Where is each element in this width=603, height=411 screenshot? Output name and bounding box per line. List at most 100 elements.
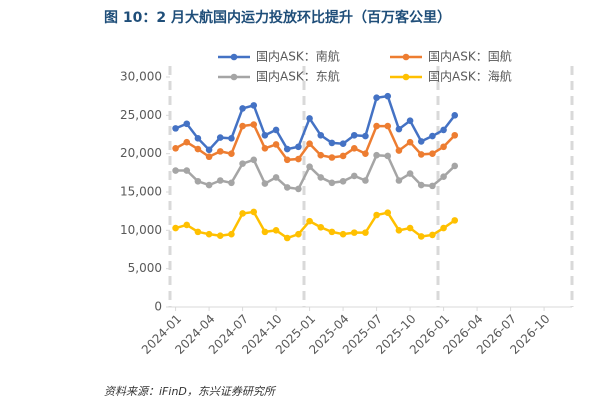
legend-marker [402,73,410,81]
data-point [451,217,459,224]
data-point [295,155,302,163]
data-point [317,174,325,181]
data-point [194,145,202,153]
legend-label: 国内ASK：国航 [428,49,512,64]
data-point [250,208,258,216]
data-point [429,182,436,190]
source-note: 资料来源：iFinD，东兴证券研究所 [104,385,277,398]
data-point [362,177,369,184]
data-point [216,148,224,155]
data-point [306,115,313,122]
data-point [384,92,392,100]
legend-label: 国内ASK：海航 [428,69,512,84]
data-point [328,154,336,161]
data-point [429,150,436,157]
data-point [429,132,436,140]
data-point [295,185,302,193]
data-point [205,230,213,238]
data-point [172,167,179,174]
data-point [261,180,269,187]
data-point [406,117,414,124]
y-tick-label: 0 [154,300,162,314]
data-point [406,170,414,177]
data-point [350,131,358,139]
data-point [205,146,213,154]
data-point [216,232,224,239]
y-tick-label: 25,000 [120,108,162,122]
data-point [406,224,414,232]
data-point [362,229,369,236]
data-point [250,156,258,164]
data-point [429,231,436,239]
data-point [417,233,425,240]
data-point [183,167,191,174]
legend-label: 国内ASK：南航 [256,49,340,64]
data-point [228,230,235,238]
data-point [317,223,325,231]
data-point [283,234,291,242]
data-point [440,224,447,232]
data-point [317,151,325,159]
data-point [451,162,459,170]
data-point [194,228,202,236]
legend-label: 国内ASK：东航 [256,69,340,84]
data-point [350,229,358,236]
data-point [239,122,246,130]
data-point [183,138,191,146]
data-point [261,228,269,236]
data-point [228,135,235,142]
data-point [339,230,347,238]
data-point [205,181,213,189]
data-point [339,152,347,160]
data-point [228,150,235,157]
y-tick-label: 10,000 [120,223,162,237]
data-point [261,131,269,139]
data-point [272,227,280,234]
data-point [395,227,403,234]
data-point [373,211,380,219]
legend-marker [230,53,238,61]
data-point [272,174,280,181]
data-point [384,152,392,160]
legend-marker [402,53,410,61]
data-point [417,138,425,145]
data-point [283,184,291,191]
data-point [373,94,380,101]
data-point [373,122,380,130]
data-point [317,131,325,139]
y-tick-label: 5,000 [128,261,162,275]
data-point [406,138,414,146]
data-point [306,217,313,225]
data-point [194,177,202,185]
data-point [384,122,392,130]
data-point [205,153,213,161]
data-point [239,160,246,167]
data-point [228,179,235,187]
data-point [395,147,403,154]
data-point [216,177,224,184]
data-point [239,105,246,112]
y-tick-label: 20,000 [120,146,162,160]
data-point [272,126,280,134]
data-point [194,135,202,142]
data-point [306,140,313,147]
data-point [328,139,336,147]
data-point [350,172,358,180]
data-point [261,145,269,152]
data-point [339,140,347,147]
data-point [384,209,392,216]
chart-title: 图 10：2 月大航国内运力投放环比提升（百万客公里） [104,9,451,26]
data-point [362,132,369,140]
data-point [328,228,336,236]
data-point [395,177,403,184]
data-point [395,125,403,133]
data-point [440,143,447,151]
data-point [172,224,179,232]
y-tick-label: 30,000 [120,70,162,84]
data-point [250,102,258,109]
data-point [451,112,459,119]
y-tick-label: 15,000 [120,185,162,199]
data-point [306,163,313,170]
data-point [417,181,425,189]
